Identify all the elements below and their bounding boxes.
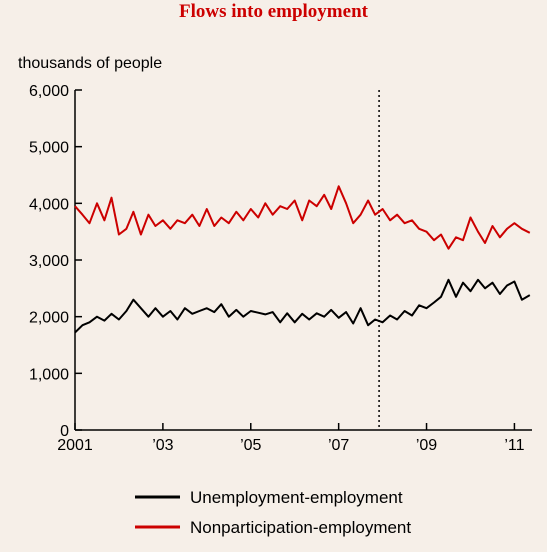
x-tick-label: ’03 — [152, 437, 173, 454]
y-tick-label: 3,000 — [29, 253, 69, 270]
legend-label: Nonparticipation-employment — [190, 518, 411, 537]
y-tick-label: 2,000 — [29, 310, 69, 327]
x-tick-label: ’09 — [416, 437, 437, 454]
legend-label: Unemployment-employment — [190, 488, 403, 507]
x-tick-label: ’07 — [328, 437, 349, 454]
y-axis-label: thousands of people — [18, 55, 162, 72]
x-ticks: 2001 ’03 ’05 ’07 ’09 ’11 — [57, 423, 525, 454]
y-tick-label: 0 — [60, 423, 69, 440]
series-group — [74, 185, 531, 334]
y-tick-label: 4,000 — [29, 196, 69, 213]
x-tick-label: 2001 — [57, 437, 93, 454]
chart-title: Flows into employment — [179, 1, 368, 22]
y-tick-label: 5,000 — [29, 140, 69, 157]
series-line-nonparticipation-employment — [74, 185, 531, 250]
y-ticks: 0 1,000 2,000 3,000 4,000 5,000 6,000 — [29, 83, 82, 440]
legend: Unemployment-employment Nonparticipation-… — [135, 488, 411, 537]
x-tick-label: ’11 — [504, 437, 524, 454]
series-line-unemployment-employment — [74, 278, 531, 334]
y-tick-label: 6,000 — [29, 83, 69, 100]
x-tick-label: ’05 — [240, 437, 261, 454]
y-tick-label: 1,000 — [29, 366, 69, 383]
